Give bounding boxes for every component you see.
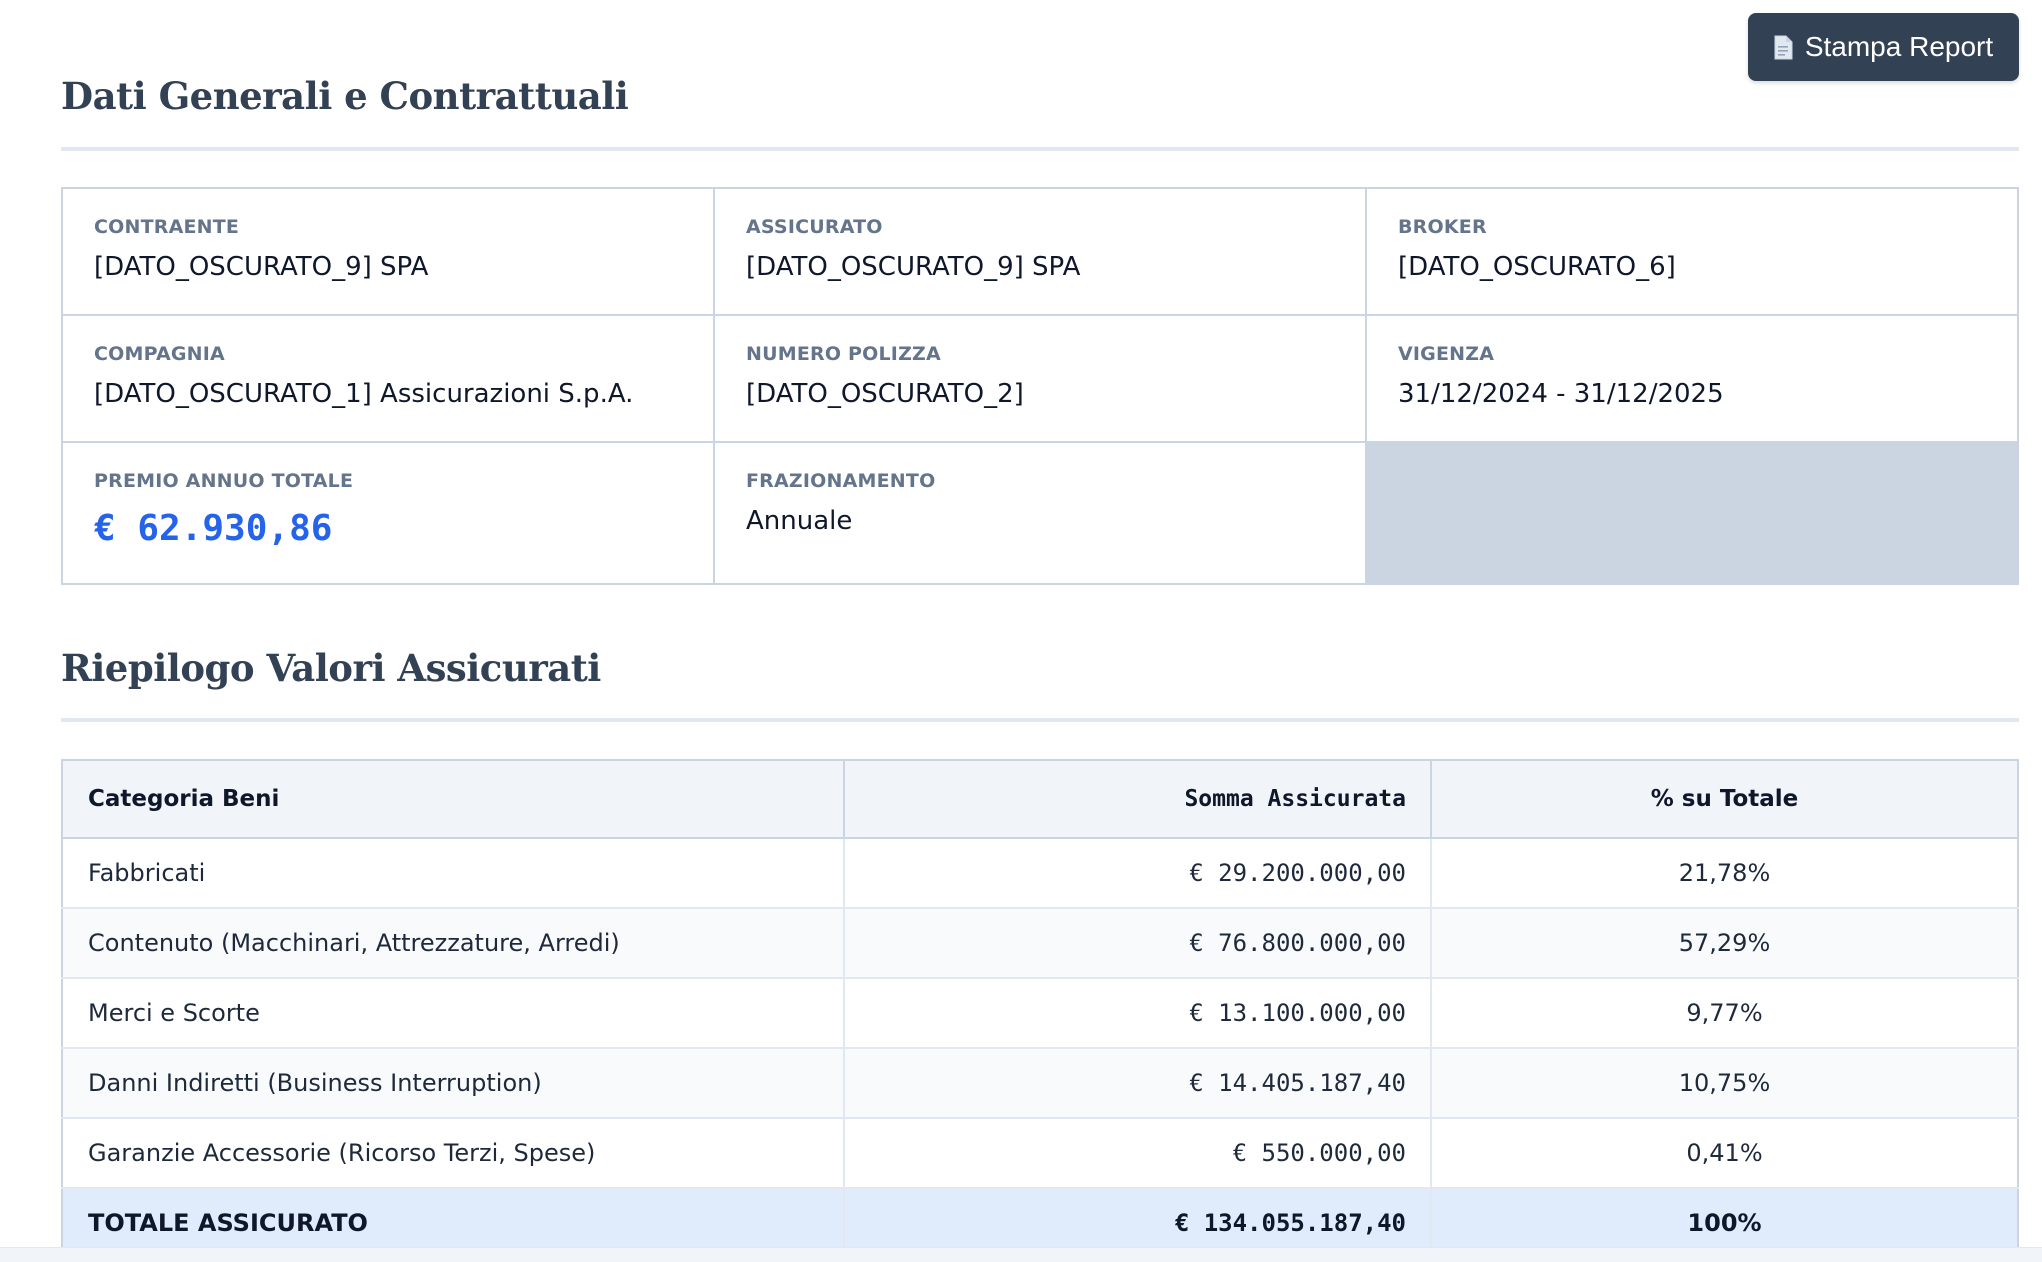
field-value: [DATO_OSCURATO_9] SPA [94,252,429,282]
field-label: ASSICURATO [746,216,883,238]
row-sum: € 13.100.000,00 [844,978,1432,1049]
document-icon [1774,35,1793,60]
field-contraente: CONTRAENTE [DATO_OSCURATO_9] SPA [63,189,715,316]
table-header-row: Categoria Beni Somma Assicurata % su Tot… [62,760,2018,839]
row-category: Garanzie Accessorie (Ricorso Terzi, Spes… [62,1118,845,1189]
field-premio-annuo: PREMIO ANNUO TOTALE € 62.930,86 [63,443,715,585]
row-category: Danni Indiretti (Business Interruption) [62,1048,845,1119]
table-row: Danni Indiretti (Business Interruption) … [62,1048,2018,1119]
section-divider [61,147,2019,151]
field-label: CONTRAENTE [94,216,240,238]
field-value: [DATO_OSCURATO_2] [746,379,1024,409]
field-label: VIGENZA [1398,343,1495,365]
field-value: [DATO_OSCURATO_1] Assicurazioni S.p.A. [94,379,634,409]
field-label: FRAZIONAMENTO [746,470,936,492]
premium-value: € 62.930,86 [94,508,333,549]
row-category: Contenuto (Macchinari, Attrezzature, Arr… [62,908,845,979]
field-broker: BROKER [DATO_OSCURATO_6] [1367,189,2019,316]
field-value: Annuale [746,506,853,536]
field-label: BROKER [1398,216,1487,238]
row-percent: 10,75% [1431,1048,2018,1119]
horizontal-scrollbar[interactable] [0,1247,2042,1262]
table-row: Merci e Scorte € 13.100.000,00 9,77% [62,978,2018,1049]
field-label: NUMERO POLIZZA [746,343,941,365]
column-header-sum: Somma Assicurata [844,760,1432,839]
row-sum: € 550.000,00 [844,1118,1432,1189]
field-vigenza: VIGENZA 31/12/2024 - 31/12/2025 [1367,316,2019,443]
empty-cell [1367,443,2019,585]
row-percent: 21,78% [1431,838,2018,909]
field-label: COMPAGNIA [94,343,225,365]
general-section-title: Dati Generali e Contrattuali [61,74,629,118]
row-percent: 0,41% [1431,1118,2018,1189]
column-header-category: Categoria Beni [62,760,845,839]
general-info-grid: CONTRAENTE [DATO_OSCURATO_9] SPA ASSICUR… [61,187,2019,585]
field-label: PREMIO ANNUO TOTALE [94,470,354,492]
row-sum: € 14.405.187,40 [844,1048,1432,1119]
field-frazionamento: FRAZIONAMENTO Annuale [715,443,1367,585]
insured-values-table: Categoria Beni Somma Assicurata % su Tot… [61,759,2019,1259]
table-row: Fabbricati € 29.200.000,00 21,78% [62,838,2018,909]
field-value: [DATO_OSCURATO_9] SPA [746,252,1081,282]
row-category: Fabbricati [62,838,845,909]
column-header-percent: % su Totale [1431,760,2018,839]
row-percent: 9,77% [1431,978,2018,1049]
field-numero-polizza: NUMERO POLIZZA [DATO_OSCURATO_2] [715,316,1367,443]
row-sum: € 29.200.000,00 [844,838,1432,909]
summary-section-title: Riepilogo Valori Assicurati [61,646,601,690]
field-compagnia: COMPAGNIA [DATO_OSCURATO_1] Assicurazion… [63,316,715,443]
row-category: Merci e Scorte [62,978,845,1049]
row-percent: 57,29% [1431,908,2018,979]
field-value: [DATO_OSCURATO_6] [1398,252,1676,282]
section-divider [61,718,2019,722]
row-sum: € 76.800.000,00 [844,908,1432,979]
field-assicurato: ASSICURATO [DATO_OSCURATO_9] SPA [715,189,1367,316]
print-report-label: Stampa Report [1804,31,1994,62]
field-value: 31/12/2024 - 31/12/2025 [1398,379,1724,409]
print-report-button[interactable]: Stampa Report [1748,13,2019,81]
table-row: Garanzie Accessorie (Ricorso Terzi, Spes… [62,1118,2018,1189]
table-row: Contenuto (Macchinari, Attrezzature, Arr… [62,908,2018,979]
